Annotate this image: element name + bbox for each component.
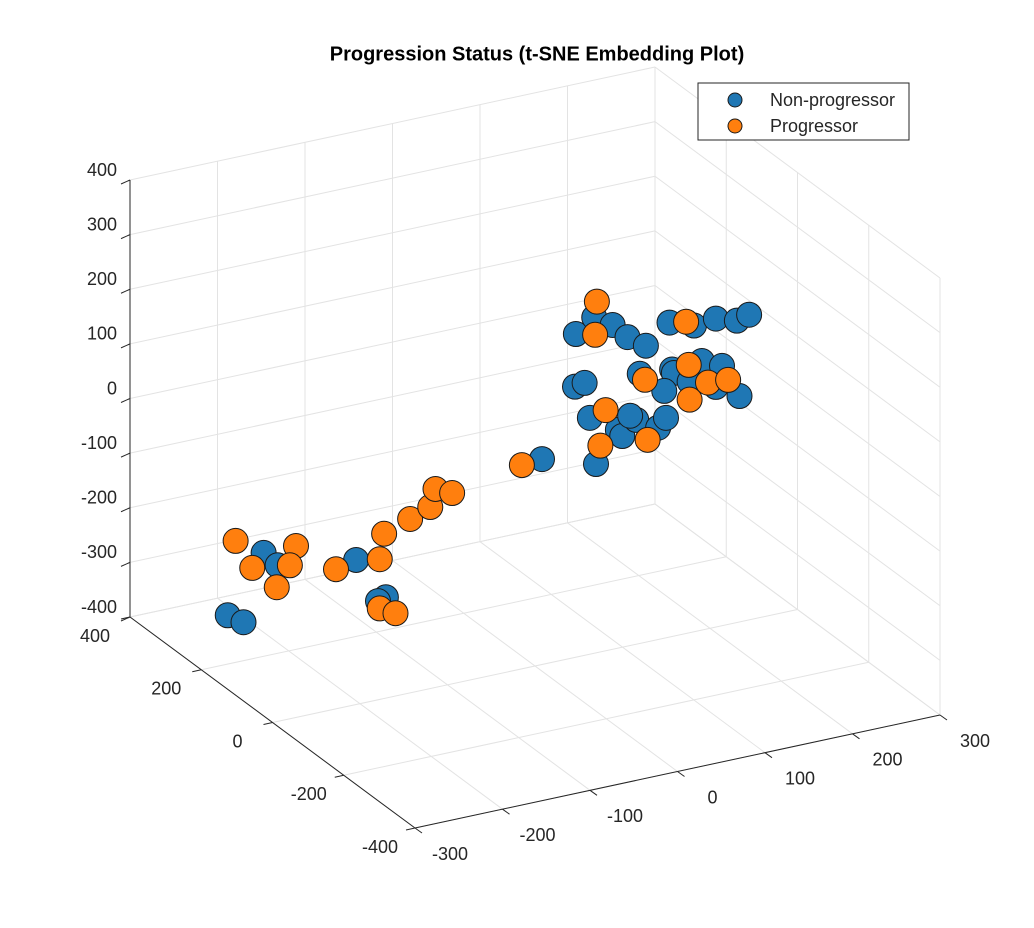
z-tick-label: 0 (107, 378, 117, 398)
z-tick-label: -200 (81, 488, 117, 508)
legend-label: Progressor (770, 116, 858, 136)
y-tick-label: 200 (151, 679, 181, 699)
x-tick (414, 827, 423, 834)
data-point (397, 505, 424, 532)
data-point (239, 554, 266, 581)
data-point (276, 552, 303, 579)
x-tick-label: 0 (707, 787, 717, 807)
x-tick (589, 789, 598, 796)
z-tick (120, 452, 131, 458)
grid-line (272, 609, 798, 723)
data-point (371, 520, 398, 547)
grid-line (129, 394, 656, 509)
x-tick-label: -100 (607, 806, 643, 826)
y-tick (263, 722, 273, 725)
data-point (508, 452, 535, 479)
grid-line (654, 121, 941, 334)
grid-line (129, 230, 656, 345)
z-tick (120, 398, 131, 403)
z-tick-label: 300 (87, 214, 117, 234)
data-point (582, 321, 609, 348)
grid-line (129, 285, 656, 399)
data-point (736, 301, 763, 328)
x-tick (502, 808, 510, 815)
data-point (587, 432, 614, 459)
grid-line (201, 556, 727, 671)
x-tick (939, 714, 948, 721)
x-tick-label: -300 (432, 844, 468, 864)
grid-line (343, 661, 869, 776)
z-tick (120, 288, 131, 294)
z-tick (120, 179, 131, 185)
x-tick-label: 300 (960, 731, 990, 751)
grid-line (129, 66, 656, 181)
data-point (222, 527, 249, 554)
data-point (715, 366, 742, 393)
x-tick-label: -200 (519, 825, 555, 845)
data-point (571, 369, 598, 396)
x-tick (677, 771, 685, 777)
x-tick-label: 200 (872, 750, 902, 770)
data-point (632, 366, 658, 393)
grid-line (129, 175, 656, 290)
grid-line (654, 175, 941, 388)
x-tick-label: 100 (785, 768, 815, 788)
x-tick (852, 733, 860, 740)
grid-line (129, 121, 656, 236)
data-point (323, 556, 349, 583)
y-tick-label: 400 (80, 626, 110, 646)
y-tick (405, 827, 416, 831)
y-tick (334, 774, 344, 778)
z-tick (120, 616, 131, 622)
chart-title: Progression Status (t-SNE Embedding Plot… (330, 43, 744, 65)
z-tick-label: -100 (81, 433, 117, 453)
grid-line (654, 503, 941, 716)
grid-line (654, 448, 941, 661)
z-tick (120, 561, 131, 567)
data-point (676, 386, 703, 413)
z-tick-label: 100 (87, 324, 117, 344)
legend-label: Non-progressor (770, 90, 895, 110)
z-tick (120, 234, 131, 240)
data-point (634, 426, 661, 453)
z-tick-label: 200 (87, 269, 117, 289)
data-point (382, 600, 409, 627)
z-tick (120, 507, 131, 513)
legend-marker (727, 118, 743, 134)
legend-marker (727, 92, 743, 108)
z-tick-label: -300 (81, 542, 117, 562)
z-tick-label: 400 (87, 160, 117, 180)
x-tick (764, 752, 773, 759)
y-tick-label: -400 (362, 837, 398, 857)
data-point (230, 609, 257, 636)
data-point (651, 377, 678, 404)
y-tick (192, 669, 202, 673)
data-point (632, 332, 659, 359)
data-point (653, 404, 679, 431)
grid-line (129, 448, 656, 563)
grid-line (129, 339, 656, 454)
data-point (366, 546, 393, 573)
z-tick-label: -400 (81, 597, 117, 617)
grid-line (654, 230, 941, 443)
grid-line (654, 394, 941, 607)
data-point (617, 402, 644, 429)
y-tick-label: -200 (291, 784, 327, 804)
data-point (592, 397, 619, 424)
data-point (263, 574, 290, 601)
data-point (675, 351, 702, 378)
data-point (583, 288, 610, 315)
y-tick-label: 0 (232, 731, 242, 751)
data-point (673, 308, 700, 335)
data-point (439, 480, 466, 507)
z-tick (120, 343, 131, 349)
